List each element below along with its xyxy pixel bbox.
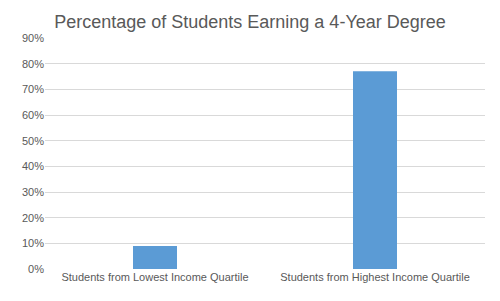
svg-text:40%: 40%	[22, 160, 44, 172]
svg-text:Students from Lowest Income Qu: Students from Lowest Income Quartile	[61, 271, 248, 283]
svg-text:Percentage of Students Earning: Percentage of Students Earning a 4-Year …	[54, 12, 446, 32]
svg-text:10%: 10%	[22, 237, 44, 249]
svg-text:30%: 30%	[22, 186, 44, 198]
svg-text:50%: 50%	[22, 135, 44, 147]
svg-text:60%: 60%	[22, 109, 44, 121]
svg-text:80%: 80%	[22, 58, 44, 70]
svg-text:Students from Highest Income Q: Students from Highest Income Quartile	[280, 271, 470, 283]
svg-text:70%: 70%	[22, 83, 44, 95]
svg-text:20%: 20%	[22, 212, 44, 224]
svg-text:0%: 0%	[28, 263, 44, 275]
svg-text:90%: 90%	[22, 32, 44, 44]
